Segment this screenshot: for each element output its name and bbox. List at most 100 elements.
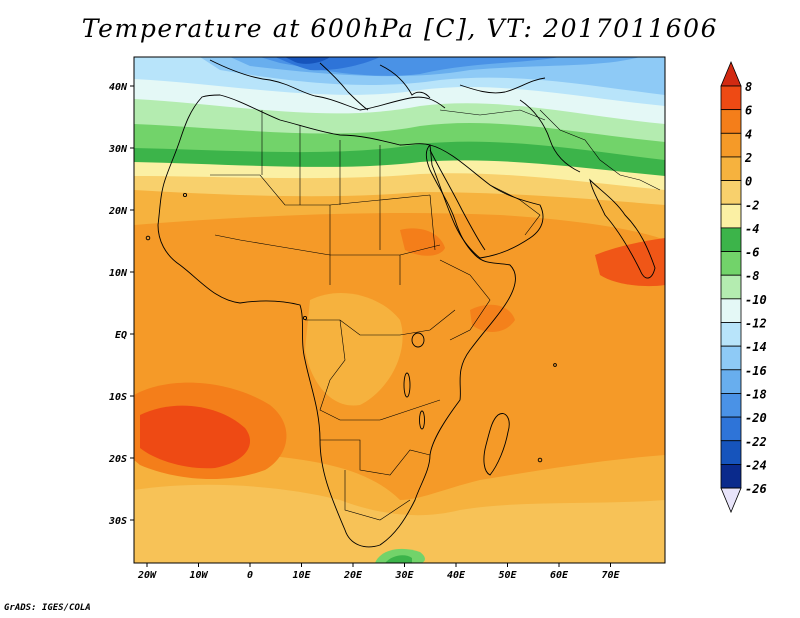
asia-borders (539, 109, 661, 191)
colorbar-label: -24 (745, 458, 767, 472)
map-frame (133, 56, 666, 564)
seychelles (553, 363, 557, 367)
sao-tome (302, 315, 308, 321)
colorbar-label: -16 (745, 364, 767, 378)
colorbar-segment (720, 393, 742, 418)
colorbar-segment (720, 132, 742, 158)
colorbar-segment (720, 416, 742, 442)
southern-central-border (319, 319, 441, 421)
colorbar-segment (720, 345, 742, 371)
lon-tick-label: 40E (447, 570, 466, 581)
temperature-field (134, 57, 665, 563)
longitude-axis: 20W 10W 0 10E 20E 30E 40E 50E 60E 70E (137, 563, 621, 581)
colorbar-segment (720, 322, 742, 347)
colorbar-segment (720, 109, 742, 134)
colorbar-segment (720, 298, 742, 323)
coastlines (145, 59, 656, 548)
sahara-border (210, 174, 431, 206)
arabia-coast (429, 144, 544, 259)
country-borders (210, 109, 661, 521)
lat-tick-label: EQ (115, 330, 127, 341)
colorbar-segment (720, 369, 742, 394)
lon-tick-label: 10W (189, 570, 208, 581)
india-coast (589, 178, 656, 279)
colorbar-segment (720, 85, 742, 111)
colorbar-segment (720, 156, 742, 181)
africa-coast (157, 94, 516, 548)
field-central-patch (305, 292, 403, 406)
colorbar-segment (720, 440, 742, 465)
canary-islands (182, 192, 188, 198)
lon-tick-label: 50E (498, 570, 517, 581)
mauritius (537, 457, 543, 463)
lat-tick-label: 20S (108, 454, 127, 465)
colorbar-label: -8 (745, 269, 759, 283)
lon-tick-label: 70E (601, 570, 620, 581)
lon-tick-label: 60E (550, 570, 569, 581)
lat-tick-label: 10S (109, 392, 127, 403)
horn-borders (439, 259, 491, 341)
colorbar: 8 6 4 2 0 -2 -4 -6 -8 -10 -12 -14 -16 -18 -20 -22 -24 -26 (720, 60, 767, 514)
lake-tanganyika (403, 372, 411, 398)
colorbar-label: -18 (745, 387, 767, 401)
colorbar-label: -14 (745, 340, 767, 354)
colorbar-label: 6 (745, 104, 752, 118)
europe-coast (209, 59, 446, 111)
colorbar-label: 2 (744, 151, 752, 165)
map-title: Temperature at 600hPa [C], VT: 201701160… (81, 14, 719, 43)
black-sea-coast (459, 77, 546, 94)
colorbar-label: -6 (745, 246, 759, 260)
lon-tick-label: 10E (292, 570, 311, 581)
colorbar-label: -2 (745, 198, 759, 212)
colorbar-label: 4 (745, 127, 752, 141)
southern-africa-border (320, 439, 431, 476)
lake-victoria (411, 332, 425, 348)
colorbar-label: -26 (745, 482, 767, 496)
lat-tick-label: 30S (108, 516, 127, 527)
grads-credit: GrADS: IGES/COLA (4, 603, 91, 613)
north-africa-borders (261, 110, 381, 205)
south-africa-border (344, 470, 411, 521)
colorbar-segment (720, 274, 742, 300)
lake-malawi (419, 410, 425, 430)
lat-tick-label: 10N (109, 268, 128, 279)
lat-tick-label: 40N (109, 82, 128, 93)
colorbar-label: -22 (745, 435, 767, 449)
cape-verde (145, 235, 151, 241)
red-sea-coast (429, 149, 486, 251)
lon-tick-label: 30E (394, 570, 414, 581)
field-6-8-arabian (595, 238, 665, 287)
colorbar-label: 0 (745, 175, 752, 189)
lon-tick-label: 20W (137, 570, 157, 581)
equatorial-border (305, 309, 456, 336)
lon-tick-label: 0 (247, 570, 253, 581)
colorbar-label: -12 (745, 317, 767, 331)
field-4-6-east (470, 304, 515, 332)
madagascar-coast (483, 413, 510, 476)
colorbar-label: -10 (745, 293, 767, 307)
arabia-borders (489, 184, 541, 236)
field-cold-south-core (385, 555, 412, 563)
colorbar-label: -20 (745, 411, 767, 425)
italy-coast (319, 62, 369, 111)
colorbar-top-arrow (720, 60, 742, 87)
caspian-iran-coast (519, 99, 581, 173)
field-6-8-atlantic (140, 405, 251, 469)
colorbar-segment (720, 203, 742, 229)
sahel-border (214, 234, 441, 256)
balkans-coast (379, 64, 431, 99)
lat-tick-label: 30N (108, 144, 128, 155)
central-borders (329, 194, 436, 285)
colorbar-segment (720, 463, 742, 489)
latitude-axis: 40N 30N 20N 10N EQ 10S 20S 30S (108, 82, 134, 527)
colorbar-segment (720, 180, 742, 205)
lon-tick-label: 20E (343, 570, 363, 581)
colorbar-label: 8 (745, 80, 752, 94)
colorbar-segment (720, 227, 742, 252)
colorbar-label: -4 (745, 222, 759, 236)
field-minus6-minus4 (134, 137, 665, 176)
turkey-border (439, 109, 546, 121)
lat-tick-label: 20N (108, 206, 128, 217)
colorbar-bottom-arrow (720, 487, 742, 514)
